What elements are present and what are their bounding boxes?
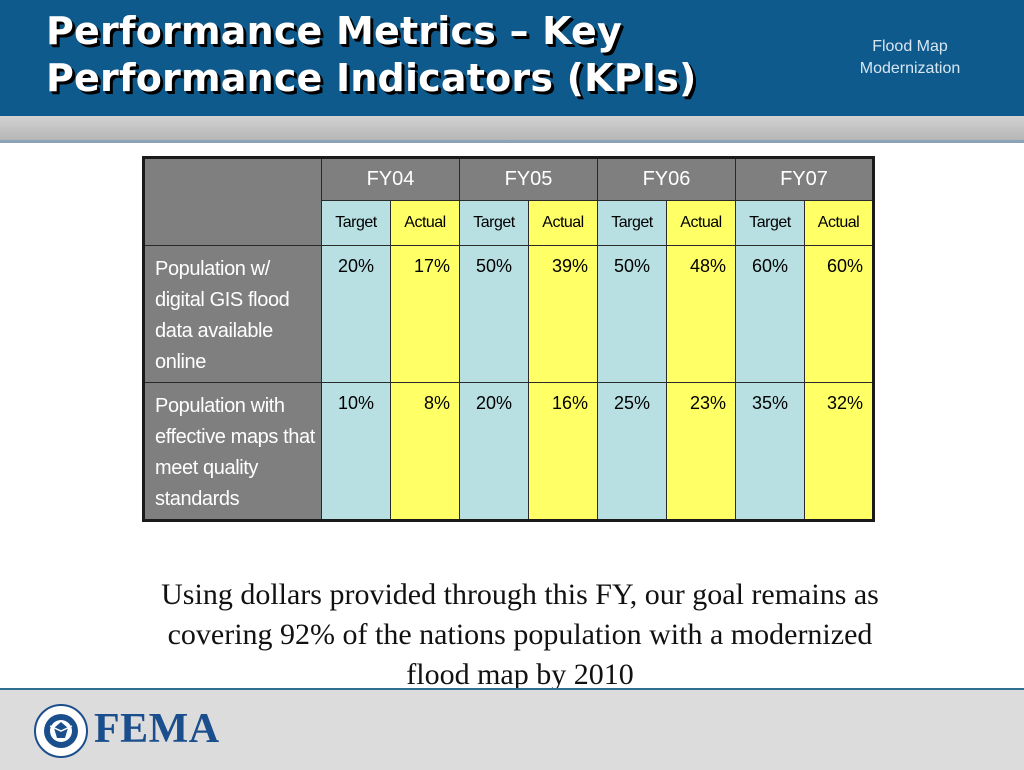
table-row: Population w/ digital GIS flood data ava… <box>143 245 874 383</box>
actual-value: 23% <box>666 382 736 521</box>
header-divider-line <box>0 140 1024 143</box>
actual-header: Actual <box>528 200 598 246</box>
actual-value: 16% <box>528 382 598 521</box>
target-header: Target <box>597 200 667 246</box>
dhs-seal-icon <box>34 704 88 758</box>
actual-header: Actual <box>804 200 874 246</box>
table-row: Population with effective maps that meet… <box>143 382 874 521</box>
target-header: Target <box>735 200 805 246</box>
year-header: FY05 <box>459 157 598 201</box>
footer: FEMA <box>0 688 1024 770</box>
kpi-table: FY04 FY05 FY06 FY07 Target Actual Target… <box>142 156 875 522</box>
slide-title-line-2: Performance Indicators (KPIs) <box>46 56 697 100</box>
row-label: Population with effective maps that meet… <box>143 382 322 521</box>
sub-header-row: Target Actual Target Actual Target Actua… <box>144 200 874 246</box>
target-value: 50% <box>459 245 529 383</box>
year-header: FY04 <box>321 157 460 201</box>
target-header: Target <box>321 200 391 246</box>
program-name: Flood Map Modernization <box>830 36 990 80</box>
actual-value: 60% <box>804 245 874 383</box>
target-value: 50% <box>597 245 667 383</box>
goal-statement: Using dollars provided through this FY, … <box>161 578 879 691</box>
slide-title: Performance Metrics – Key Performance In… <box>46 8 836 102</box>
year-header-row: FY04 FY05 FY06 FY07 <box>143 157 874 246</box>
target-header: Target <box>459 200 529 246</box>
year-header: FY07 <box>735 157 874 201</box>
program-name-line-1: Flood Map <box>872 38 948 55</box>
actual-header: Actual <box>666 200 736 246</box>
header-divider-band <box>0 116 1024 140</box>
slide-title-line-1: Performance Metrics – Key <box>46 9 623 53</box>
actual-value: 48% <box>666 245 736 383</box>
year-header: FY06 <box>597 157 736 201</box>
fema-logo: FEMA <box>94 706 220 752</box>
target-value: 20% <box>459 382 529 521</box>
actual-value: 8% <box>390 382 460 521</box>
target-value: 25% <box>597 382 667 521</box>
table-corner-cell <box>143 157 322 246</box>
target-value: 35% <box>735 382 805 521</box>
target-value: 10% <box>321 382 391 521</box>
actual-value: 39% <box>528 245 598 383</box>
actual-header: Actual <box>390 200 460 246</box>
program-name-line-2: Modernization <box>859 60 961 77</box>
title-bar: Performance Metrics – Key Performance In… <box>0 0 1024 116</box>
actual-value: 32% <box>804 382 874 521</box>
row-label: Population w/ digital GIS flood data ava… <box>143 245 322 383</box>
target-value: 60% <box>735 245 805 383</box>
actual-value: 17% <box>390 245 460 383</box>
target-value: 20% <box>321 245 391 383</box>
